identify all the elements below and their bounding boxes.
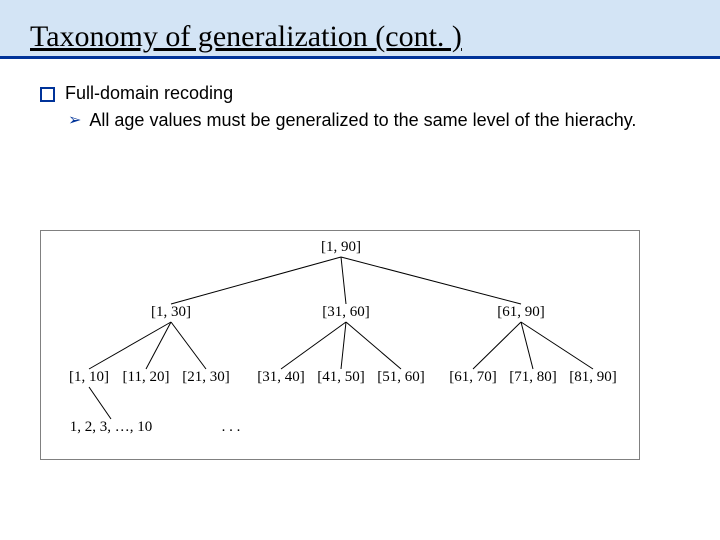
tree-node-label: [71, 80] xyxy=(509,369,557,385)
tree-node-label: [31, 60] xyxy=(322,304,370,320)
tree-edge xyxy=(346,322,401,369)
slide: Taxonomy of generalization (cont. ) Full… xyxy=(0,0,720,540)
body: Full-domain recoding ➢ All age values mu… xyxy=(0,59,720,132)
bullet1-text: Full-domain recoding xyxy=(65,83,233,104)
tree-node-label: . . . xyxy=(222,419,241,435)
tree-node-label: [61, 70] xyxy=(449,369,497,385)
tree-node-label: 1, 2, 3, …, 10 xyxy=(70,419,153,435)
tree-edge xyxy=(341,257,521,304)
tree-node-label: [21, 30] xyxy=(182,369,230,385)
bullet-level2: ➢ All age values must be generalized to … xyxy=(68,108,680,132)
tree-node-label: [1, 90] xyxy=(321,239,361,255)
bullet-level1: Full-domain recoding xyxy=(40,83,680,104)
hierarchy-tree: [1, 90] [1, 30] [31, 60] [61, 90] [1, 10] [11… xyxy=(40,230,640,460)
tree-edge xyxy=(341,257,346,304)
tree-node-label: [61, 90] xyxy=(497,304,545,320)
tree-node-label: [11, 20] xyxy=(123,369,170,385)
tree-edge xyxy=(171,322,206,369)
arrow-bullet-icon: ➢ xyxy=(68,110,81,130)
tree-edge xyxy=(341,322,346,369)
tree-node-label: [41, 50] xyxy=(317,369,365,385)
tree-edge xyxy=(281,322,346,369)
tree-edge xyxy=(89,387,111,419)
tree-node-label: [1, 30] xyxy=(151,304,191,320)
title-band: Taxonomy of generalization (cont. ) xyxy=(0,0,720,59)
page-title: Taxonomy of generalization (cont. ) xyxy=(30,20,462,53)
tree-edge xyxy=(171,257,341,304)
tree-node-label: [1, 10] xyxy=(69,369,109,385)
tree-node-label: [31, 40] xyxy=(257,369,305,385)
tree-edge xyxy=(473,322,521,369)
tree-node-label: [51, 60] xyxy=(377,369,425,385)
bullet2-text: All age values must be generalized to th… xyxy=(89,108,636,132)
square-bullet-icon xyxy=(40,87,55,102)
tree-svg: [1, 90] [1, 30] [31, 60] [61, 90] [1, 10] [11… xyxy=(41,231,639,459)
tree-node-label: [81, 90] xyxy=(569,369,617,385)
tree-edge xyxy=(521,322,593,369)
